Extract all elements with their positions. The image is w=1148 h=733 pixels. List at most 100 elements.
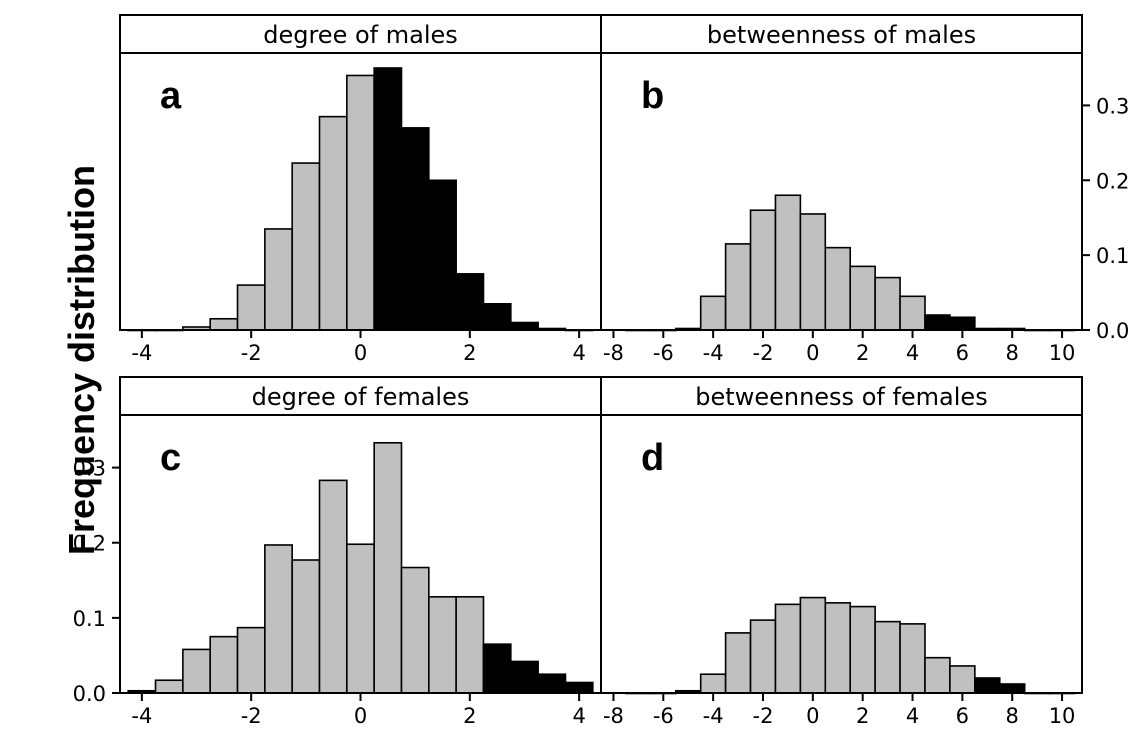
x-axis: -4 -2 0 2 4 xyxy=(131,330,586,365)
histogram-bar xyxy=(209,635,239,694)
histogram-bar xyxy=(400,127,430,331)
histogram-bar xyxy=(799,596,827,694)
histogram-bar xyxy=(318,479,348,694)
histogram-bar xyxy=(154,679,184,694)
x-tick-label: -2 xyxy=(241,704,262,728)
x-tick-label: -6 xyxy=(653,341,674,365)
panel-strip-title: degree of males xyxy=(263,21,458,49)
histogram-bar xyxy=(564,681,594,694)
x-axis: -8 -6 -4 -2 0 2 4 6 8 10 xyxy=(603,693,1075,728)
x-tick-label: 4 xyxy=(572,341,585,365)
panel-strip-title: betweenness of males xyxy=(707,21,976,49)
x-tick-label: -8 xyxy=(603,341,624,365)
x-tick-label: 4 xyxy=(906,704,919,728)
histogram-bar xyxy=(482,643,512,694)
panel-d: betweenness of females d -8 -6 -4 -2 0 2 4 6 8 10 xyxy=(600,376,1083,728)
x-tick-label: 4 xyxy=(572,704,585,728)
bar-series xyxy=(625,596,1076,695)
bar-series xyxy=(127,67,594,332)
y-axis: 0.0 0.1 0.2 0.3 xyxy=(1082,94,1129,343)
histogram-bar xyxy=(749,209,777,331)
y-tick-label: 0.3 xyxy=(1096,94,1129,118)
histogram-bar xyxy=(774,194,802,331)
histogram-bar xyxy=(998,683,1026,694)
y-tick-label: 0.3 xyxy=(73,457,106,481)
x-tick-label: 2 xyxy=(463,341,476,365)
histogram-bar xyxy=(949,316,976,331)
histogram-bar xyxy=(749,619,777,694)
histogram-bar xyxy=(899,295,926,331)
x-tick-label: -4 xyxy=(131,704,152,728)
histogram-bar xyxy=(849,265,876,331)
histogram-bar xyxy=(699,673,727,694)
x-tick-label: 10 xyxy=(1049,341,1076,365)
histogram-bar xyxy=(400,566,430,694)
panel-letter: c xyxy=(160,437,181,479)
x-tick-label: 6 xyxy=(956,704,969,728)
histogram-bar xyxy=(724,243,752,331)
histogram-bar xyxy=(236,284,266,331)
x-tick-label: -4 xyxy=(131,341,152,365)
panel-a: degree of males a -4 -2 0 2 4 xyxy=(119,14,602,365)
x-tick-label: 8 xyxy=(1006,341,1019,365)
histogram-bar xyxy=(799,213,827,331)
histogram-bar xyxy=(949,665,976,694)
histogram-bar xyxy=(373,67,403,331)
histogram-bar xyxy=(236,626,266,694)
histogram-bar xyxy=(974,677,1001,694)
histogram-bar xyxy=(924,314,951,331)
x-tick-label: 2 xyxy=(856,704,869,728)
x-tick-label: -2 xyxy=(241,341,262,365)
histogram-bar xyxy=(699,295,727,331)
histogram-bar xyxy=(874,276,901,331)
histogram-bar xyxy=(373,441,403,694)
y-axis: 0.0 0.1 0.2 0.3 xyxy=(73,457,120,706)
histogram-bar xyxy=(291,162,321,331)
x-axis: -8 -6 -4 -2 0 2 4 6 8 10 xyxy=(603,330,1075,365)
x-tick-label: -8 xyxy=(603,704,624,728)
x-axis: -4 -2 0 2 4 xyxy=(131,693,586,728)
histogram-bar xyxy=(874,620,901,694)
x-tick-label: 2 xyxy=(856,341,869,365)
y-tick-label: 0.0 xyxy=(1096,319,1129,343)
panel-strip-title: degree of females xyxy=(252,383,470,411)
x-tick-label: -6 xyxy=(653,704,674,728)
histogram-bar xyxy=(346,543,375,694)
histogram-bar xyxy=(182,648,211,694)
bar-series xyxy=(127,441,594,694)
x-tick-label: 2 xyxy=(463,704,476,728)
y-tick-label: 0.2 xyxy=(1096,169,1129,193)
histogram-bar xyxy=(455,273,485,331)
histogram-bar xyxy=(724,632,752,694)
y-axis-label: Frequency distribution xyxy=(61,165,102,555)
x-tick-label: 10 xyxy=(1049,704,1076,728)
histogram-bar xyxy=(824,246,852,331)
panel-strip xyxy=(119,14,602,54)
histogram-bar xyxy=(291,559,321,694)
y-tick-label: 0.2 xyxy=(73,532,106,556)
histogram-bar xyxy=(264,228,293,331)
x-tick-label: 4 xyxy=(906,341,919,365)
x-tick-label: 0 xyxy=(354,704,367,728)
histogram-bar xyxy=(924,656,951,694)
histogram-bar xyxy=(774,603,802,694)
histogram-bar xyxy=(510,321,539,331)
panels: degree of males a -4 -2 0 2 4 betweenness of ma… xyxy=(73,14,1129,728)
x-tick-label: 0 xyxy=(806,704,819,728)
panel-c: degree of females c -4 -2 0 2 4 0.0 0.1 0.2 0.3 xyxy=(73,376,602,728)
x-tick-label: -4 xyxy=(703,341,724,365)
bar-series xyxy=(625,194,1076,332)
panel-strip xyxy=(119,376,602,416)
histogram-bar xyxy=(482,302,512,331)
panel-strip-title: betweenness of females xyxy=(695,383,987,411)
plot-frame xyxy=(600,52,1083,331)
x-tick-label: 6 xyxy=(956,341,969,365)
panel-letter: a xyxy=(160,75,182,117)
panel-letter: b xyxy=(641,75,664,117)
x-tick-label: 0 xyxy=(354,341,367,365)
panel-letter: d xyxy=(641,437,664,479)
histogram-bar xyxy=(899,623,926,694)
histogram-bar xyxy=(346,74,375,331)
